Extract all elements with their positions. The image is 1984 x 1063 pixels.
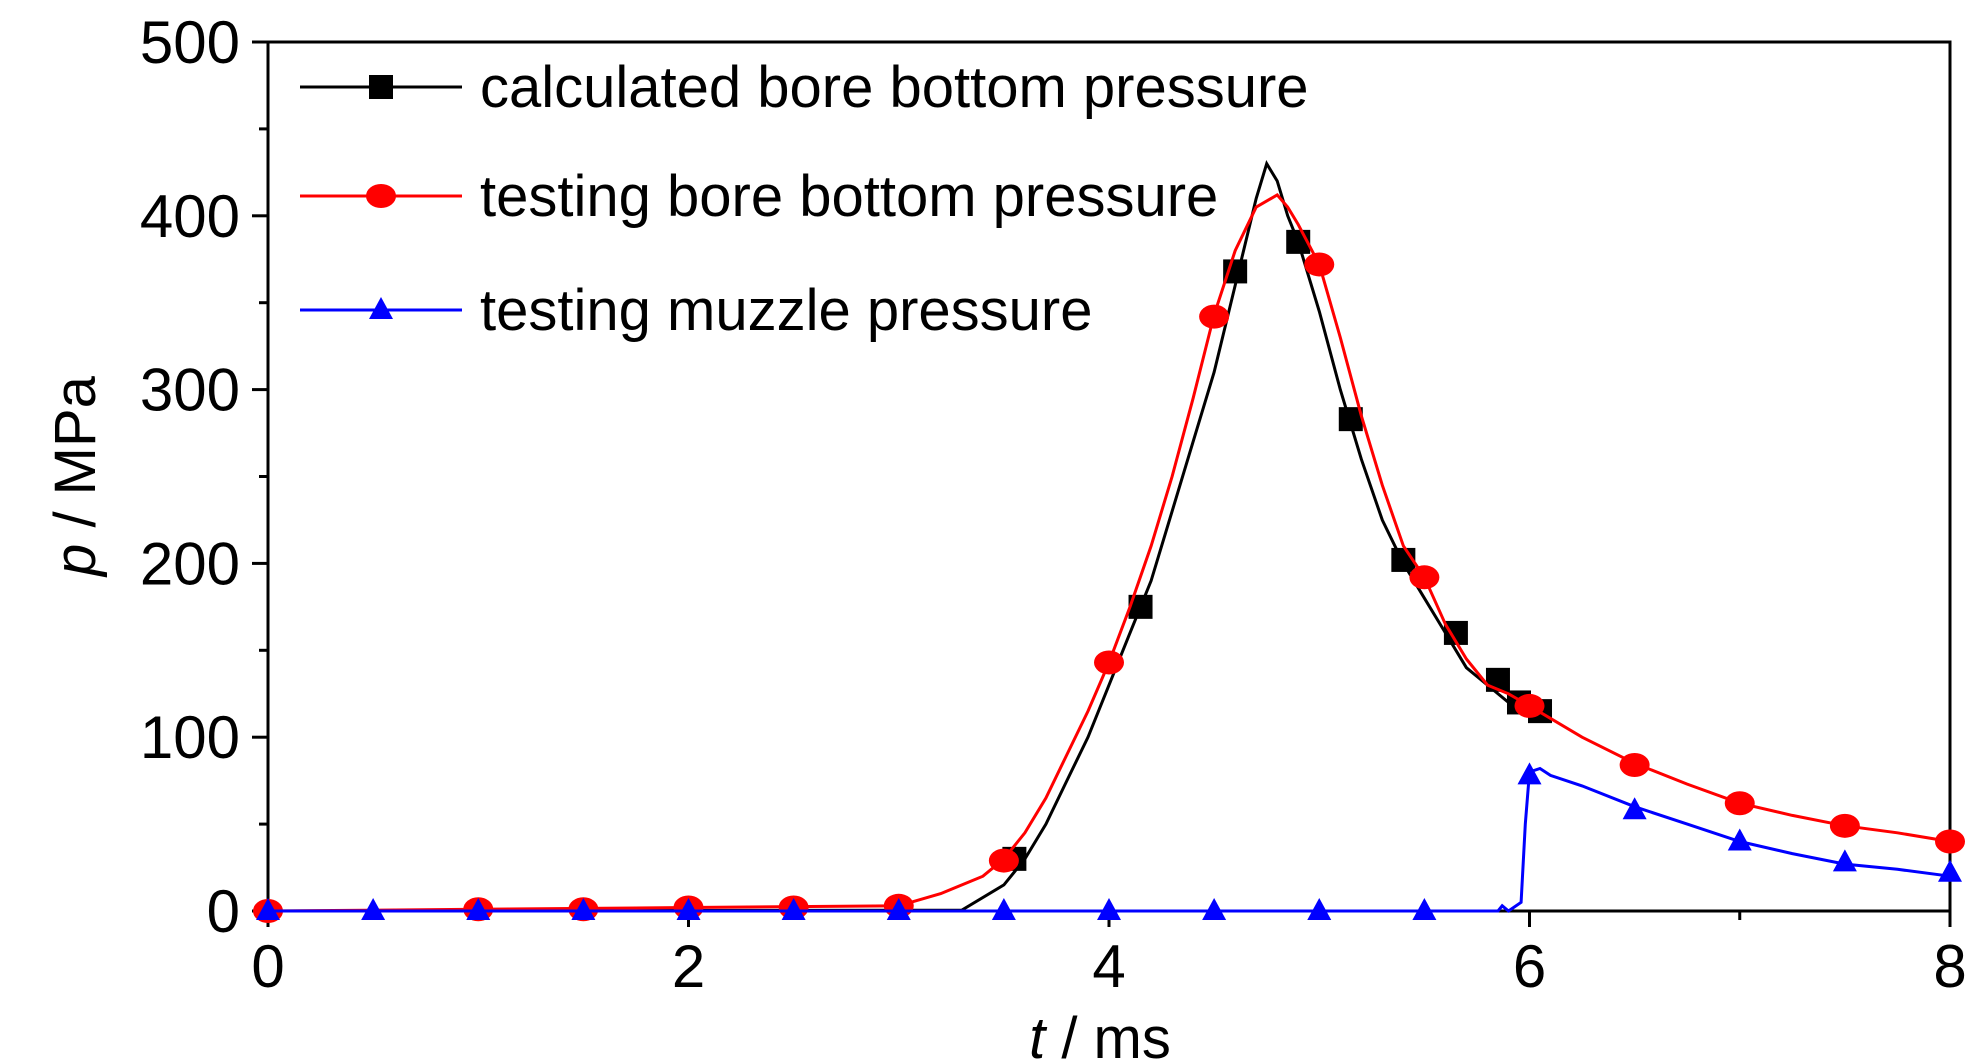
y-axis-title: p / MPa (43, 375, 108, 578)
legend-label: testing bore bottom pressure (480, 164, 1218, 229)
y-tick-label: 400 (140, 183, 240, 250)
data-point (1412, 898, 1437, 920)
data-point (1622, 797, 1647, 820)
data-point (1307, 898, 1332, 920)
data-point (1199, 304, 1230, 329)
data-point (781, 898, 806, 920)
data-point (1727, 828, 1752, 851)
data-point (1514, 693, 1545, 718)
data-point (1619, 753, 1650, 778)
data-point (1097, 898, 1121, 920)
y-axis-var: p (43, 544, 108, 578)
series-line (267, 192, 1951, 913)
legend-marker (366, 184, 396, 208)
x-tick-label: 4 (1092, 933, 1125, 1000)
data-point (1202, 898, 1227, 920)
y-tick-label: 200 (140, 530, 240, 597)
x-axis-var: t (1029, 1006, 1048, 1063)
x-tick-label: 8 (1933, 933, 1966, 1000)
data-point (1304, 252, 1335, 277)
data-point (886, 898, 911, 920)
x-tick-label: 0 (251, 933, 284, 1000)
series-layer (253, 160, 1965, 923)
data-point (571, 898, 596, 920)
x-axis-unit: / ms (1045, 1006, 1171, 1063)
data-point (988, 848, 1019, 873)
legend: calculated bore bottom pressure testing b… (300, 55, 1309, 343)
data-point (1409, 565, 1440, 590)
legend-marker (369, 75, 393, 99)
y-tick-label: 0 (207, 878, 240, 945)
data-point (1938, 859, 1962, 882)
y-axis-unit: / MPa (43, 375, 108, 543)
y-tick-label: 300 (140, 357, 240, 424)
y-tick-label: 100 (140, 704, 240, 771)
data-point (1094, 650, 1124, 675)
series-line (268, 766, 1951, 913)
x-axis-title: t / ms (1029, 1006, 1171, 1063)
legend-label: calculated bore bottom pressure (480, 55, 1309, 120)
series-testing-muzzle-pressure (256, 762, 1962, 920)
data-point (991, 898, 1016, 920)
data-point (1517, 762, 1542, 785)
y-tick-label: 500 (140, 9, 240, 76)
series-line (267, 160, 1531, 913)
legend-marker (369, 297, 393, 319)
data-point (1829, 813, 1860, 838)
data-point (1724, 791, 1755, 816)
data-point (1832, 849, 1857, 872)
data-point (676, 898, 701, 920)
data-point (466, 898, 491, 920)
data-point (1935, 829, 1965, 854)
x-tick-label: 6 (1513, 933, 1546, 1000)
data-point (256, 898, 280, 920)
ticks: 0 2 4 6 8 0 100 200 300 400 500 (140, 9, 1967, 1000)
legend-label: testing muzzle pressure (480, 278, 1092, 343)
x-tick-label: 2 (672, 933, 705, 1000)
series-calculated-bore-bottom-pressure (267, 160, 1553, 913)
data-point (361, 898, 386, 920)
